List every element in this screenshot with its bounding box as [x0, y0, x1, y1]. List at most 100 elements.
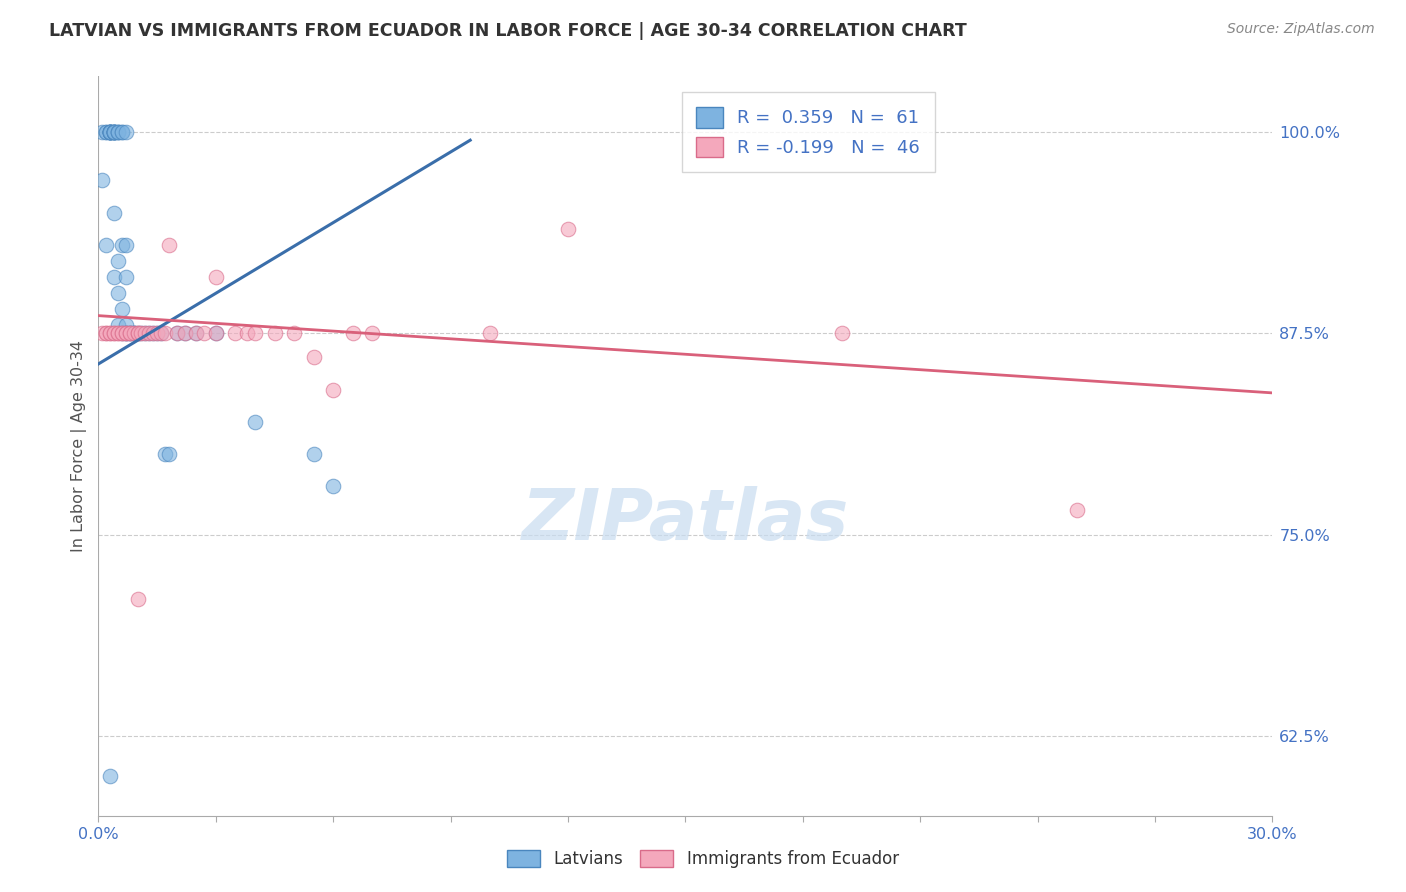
- Point: [107, 326, 129, 341]
- Point: [103, 205, 125, 219]
- Point: [173, 326, 195, 341]
- Point: [138, 326, 160, 341]
- Point: [166, 326, 188, 341]
- Point: [122, 326, 145, 341]
- Point: [138, 326, 160, 341]
- Point: [107, 125, 129, 139]
- Point: [361, 326, 384, 341]
- Point: [96, 125, 118, 139]
- Point: [342, 326, 364, 341]
- Point: [98, 125, 121, 139]
- Point: [114, 326, 136, 341]
- Point: [186, 326, 208, 341]
- Point: [224, 326, 246, 341]
- Point: [103, 125, 125, 139]
- Point: [302, 447, 325, 461]
- Point: [91, 326, 114, 341]
- Point: [205, 326, 228, 341]
- Point: [127, 326, 149, 341]
- Point: [114, 125, 136, 139]
- Point: [98, 125, 121, 139]
- Point: [107, 318, 129, 333]
- Point: [103, 125, 125, 139]
- Point: [107, 286, 129, 301]
- Point: [205, 270, 228, 285]
- Point: [131, 326, 153, 341]
- Point: [150, 326, 173, 341]
- Point: [103, 125, 125, 139]
- Point: [98, 125, 121, 139]
- Text: ZIPatlas: ZIPatlas: [522, 485, 849, 555]
- Point: [111, 125, 134, 139]
- Point: [186, 326, 208, 341]
- Point: [302, 351, 325, 365]
- Point: [96, 125, 118, 139]
- Point: [98, 125, 121, 139]
- Point: [98, 326, 121, 341]
- Point: [107, 326, 129, 341]
- Point: [103, 125, 125, 139]
- Point: [127, 326, 149, 341]
- Point: [111, 326, 134, 341]
- Text: LATVIAN VS IMMIGRANTS FROM ECUADOR IN LABOR FORCE | AGE 30-34 CORRELATION CHART: LATVIAN VS IMMIGRANTS FROM ECUADOR IN LA…: [49, 22, 967, 40]
- Legend: R =  0.359   N =  61, R = -0.199   N =  46: R = 0.359 N = 61, R = -0.199 N = 46: [682, 92, 935, 172]
- Point: [114, 326, 136, 341]
- Point: [322, 479, 344, 493]
- Point: [122, 326, 145, 341]
- Point: [111, 302, 134, 317]
- Point: [107, 125, 129, 139]
- Point: [98, 769, 121, 783]
- Point: [114, 270, 136, 285]
- Point: [98, 125, 121, 139]
- Point: [111, 326, 134, 341]
- Point: [122, 326, 145, 341]
- Point: [243, 415, 266, 429]
- Point: [127, 326, 149, 341]
- Point: [205, 326, 228, 341]
- Point: [193, 326, 215, 341]
- Point: [150, 326, 173, 341]
- Point: [118, 326, 141, 341]
- Point: [166, 326, 188, 341]
- Point: [263, 326, 285, 341]
- Point: [111, 125, 134, 139]
- Point: [114, 237, 136, 252]
- Point: [103, 125, 125, 139]
- Point: [153, 326, 176, 341]
- Point: [111, 237, 134, 252]
- Point: [98, 125, 121, 139]
- Point: [831, 326, 853, 341]
- Point: [111, 326, 134, 341]
- Point: [134, 326, 156, 341]
- Point: [118, 326, 141, 341]
- Point: [103, 326, 125, 341]
- Legend: Latvians, Immigrants from Ecuador: Latvians, Immigrants from Ecuador: [501, 843, 905, 875]
- Point: [96, 326, 118, 341]
- Point: [118, 326, 141, 341]
- Point: [96, 326, 118, 341]
- Point: [173, 326, 195, 341]
- Point: [142, 326, 165, 341]
- Point: [478, 326, 501, 341]
- Point: [103, 326, 125, 341]
- Point: [103, 125, 125, 139]
- Point: [153, 447, 176, 461]
- Point: [236, 326, 259, 341]
- Point: [157, 447, 180, 461]
- Y-axis label: In Labor Force | Age 30-34: In Labor Force | Age 30-34: [72, 340, 87, 552]
- Point: [107, 125, 129, 139]
- Point: [107, 253, 129, 268]
- Point: [118, 326, 141, 341]
- Point: [134, 326, 156, 341]
- Point: [103, 125, 125, 139]
- Point: [98, 125, 121, 139]
- Point: [146, 326, 169, 341]
- Point: [114, 326, 136, 341]
- Point: [91, 173, 114, 187]
- Point: [114, 318, 136, 333]
- Point: [127, 591, 149, 606]
- Point: [283, 326, 305, 341]
- Point: [131, 326, 153, 341]
- Point: [96, 237, 118, 252]
- Point: [114, 326, 136, 341]
